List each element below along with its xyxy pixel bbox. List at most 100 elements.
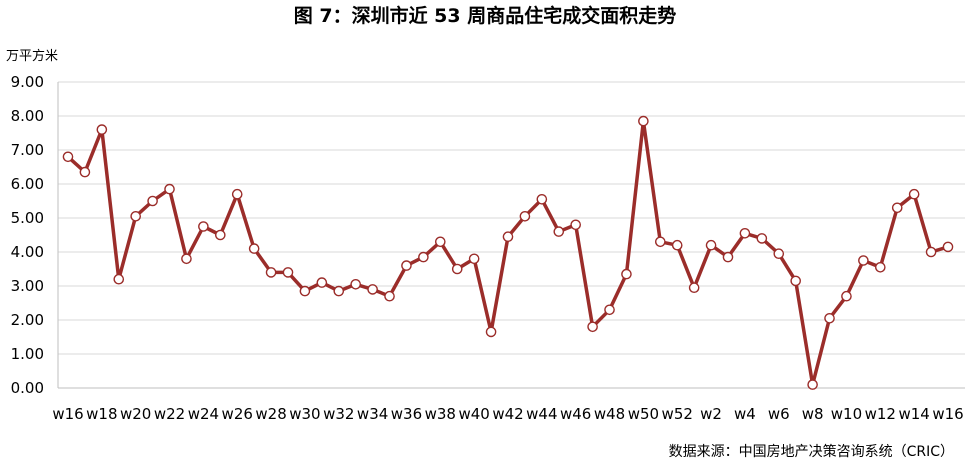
data-point — [587, 321, 598, 333]
data-point — [181, 253, 192, 265]
data-point — [671, 239, 683, 251]
chart-title: 图 7：深圳市近 53 周商品住宅成交面积走势 — [294, 4, 677, 27]
marker-layer — [62, 115, 954, 390]
data-point — [739, 227, 751, 239]
data-point — [519, 210, 531, 222]
data-point — [333, 285, 345, 297]
x-tick-label: w16 — [932, 405, 963, 423]
x-tick-label: w24 — [188, 405, 219, 423]
y-tick-label: 0.00 — [11, 379, 44, 397]
y-tick-label: 2.00 — [11, 311, 44, 329]
data-point — [282, 267, 294, 278]
data-point — [925, 246, 937, 258]
data-point — [824, 312, 835, 324]
data-point — [485, 326, 497, 338]
data-point — [638, 115, 649, 127]
data-point — [384, 290, 395, 302]
x-tick-label: w48 — [594, 405, 625, 423]
x-tick-labels: w16 w18 w20 w22 w24 w26 w28 w30 w32 w34 w36 w38 w40 w… — [52, 405, 963, 423]
data-point — [451, 263, 463, 275]
data-point — [722, 251, 734, 263]
x-tick-label: w20 — [120, 405, 151, 423]
y-tick-label: 9.00 — [11, 73, 44, 91]
x-tick-label: w4 — [734, 405, 756, 423]
x-tick-label: w8 — [802, 405, 824, 423]
x-tick-label: w26 — [222, 405, 253, 423]
y-tick-label: 7.00 — [11, 141, 44, 159]
data-point — [891, 202, 903, 214]
data-point — [130, 210, 141, 222]
data-point — [875, 261, 886, 273]
data-point — [858, 255, 869, 266]
x-tick-label: w6 — [768, 405, 790, 423]
x-tick-label: w36 — [391, 405, 422, 423]
grid-layer — [58, 81, 965, 355]
series-layer — [66, 119, 950, 387]
data-point — [435, 236, 446, 248]
data-point — [807, 379, 818, 390]
y-tick-label: 6.00 — [11, 175, 44, 193]
x-tick-label: w44 — [526, 405, 557, 423]
data-point — [113, 273, 125, 285]
x-tick-label: w38 — [425, 405, 456, 423]
data-point — [942, 241, 954, 253]
data-point — [147, 195, 158, 207]
data-point — [655, 236, 666, 248]
x-tick-label: w28 — [255, 405, 286, 423]
data-point — [553, 226, 565, 237]
x-tick-label: w12 — [865, 405, 896, 423]
data-point — [502, 231, 514, 242]
y-axis-unit-label: 万平方米 — [6, 48, 58, 64]
x-tick-label: w50 — [628, 405, 659, 423]
y-tick-labels: 0.00 1.00 2.00 3.00 4.00 5.00 6.00 7.00 8.00 9.00 — [11, 73, 44, 397]
data-point — [401, 260, 412, 271]
data-point — [231, 188, 243, 200]
data-point — [215, 229, 226, 241]
data-point — [621, 268, 632, 280]
data-point — [841, 290, 852, 302]
data-point — [536, 193, 548, 205]
x-tick-label: w18 — [86, 405, 117, 423]
data-point — [570, 219, 581, 231]
data-point — [265, 267, 277, 278]
x-tick-label: w46 — [560, 405, 591, 423]
data-point — [96, 124, 108, 135]
data-point — [350, 278, 361, 290]
data-point — [756, 233, 768, 244]
data-point — [79, 166, 91, 178]
x-tick-label: w42 — [492, 405, 523, 423]
data-point — [248, 243, 260, 254]
x-tick-label: w2 — [700, 405, 722, 423]
y-tick-label: 1.00 — [11, 345, 44, 363]
data-point — [688, 282, 700, 294]
y-tick-label: 4.00 — [11, 243, 44, 261]
x-tick-label: w14 — [898, 405, 929, 423]
series-line — [66, 119, 950, 387]
x-tick-label: w22 — [154, 405, 185, 423]
x-tick-label: w34 — [357, 405, 388, 423]
x-tick-label: w52 — [662, 405, 693, 423]
x-tick-label: w10 — [831, 405, 862, 423]
data-point — [367, 284, 378, 295]
data-point — [468, 253, 480, 265]
data-point — [908, 188, 920, 200]
data-point — [773, 248, 785, 259]
data-point — [418, 251, 429, 263]
data-point — [705, 239, 717, 251]
y-tick-label: 8.00 — [11, 107, 44, 125]
data-point — [164, 183, 175, 195]
data-point — [62, 151, 74, 163]
x-tick-label: w40 — [458, 405, 489, 423]
x-tick-label: w16 — [52, 405, 83, 423]
y-tick-label: 3.00 — [11, 277, 44, 295]
data-point — [316, 277, 328, 288]
x-tick-label: w32 — [323, 405, 354, 423]
data-point — [604, 304, 615, 316]
data-point — [198, 221, 209, 232]
data-point — [790, 275, 801, 287]
source-note: 数据来源：中国房地产决策咨询系统（CRIC） — [669, 443, 954, 460]
y-tick-label: 5.00 — [11, 209, 44, 227]
data-point — [299, 285, 311, 297]
